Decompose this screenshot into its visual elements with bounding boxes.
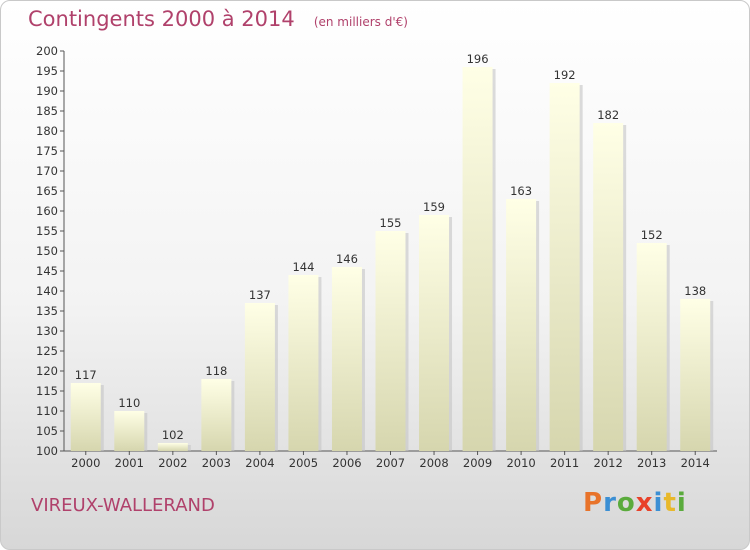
bar — [506, 199, 537, 451]
bar — [70, 383, 101, 451]
bar-value-label: 138 — [684, 284, 706, 298]
bar-value-label: 137 — [249, 288, 271, 302]
bar-value-label: 144 — [292, 260, 314, 274]
bar-value-label: 102 — [162, 428, 184, 442]
y-tick-label: 135 — [36, 304, 58, 318]
commune-name: VIREUX-WALLERAND — [31, 495, 215, 516]
chart-subtitle: (en milliers d'€) — [313, 15, 408, 29]
bar — [244, 303, 275, 451]
x-tick-label: 2009 — [463, 456, 492, 470]
y-tick-label: 100 — [36, 444, 58, 458]
y-tick-label: 180 — [36, 124, 58, 138]
x-tick-label: 2010 — [506, 456, 535, 470]
y-tick-label: 125 — [36, 344, 58, 358]
chart-labels: 117 2000 110 2001 102 2002 118 2003 137 2004 144 20… — [71, 52, 710, 470]
bar — [331, 267, 362, 451]
y-tick-label: 200 — [36, 44, 58, 58]
y-tick-label: 145 — [36, 264, 58, 278]
x-tick-label: 2008 — [419, 456, 448, 470]
chart-title: Contingents 2000 à 2014 — [28, 7, 295, 31]
bar — [680, 299, 711, 451]
x-tick-label: 2000 — [71, 456, 100, 470]
bar-value-label: 196 — [467, 52, 489, 66]
y-tick-label: 185 — [36, 104, 58, 118]
y-tick-label: 160 — [36, 204, 58, 218]
x-tick-label: 2005 — [289, 456, 318, 470]
bar-value-label: 110 — [118, 396, 140, 410]
y-tick-label: 115 — [36, 384, 58, 398]
bar — [462, 67, 493, 451]
logo-letter: P — [583, 488, 604, 518]
bar — [114, 411, 145, 451]
bar — [288, 275, 319, 451]
y-tick-label: 120 — [36, 364, 58, 378]
x-tick-label: 2014 — [681, 456, 710, 470]
y-tick-label: 110 — [36, 404, 58, 418]
y-tick-label: 195 — [36, 64, 58, 78]
x-tick-label: 2013 — [637, 456, 666, 470]
bar-value-label: 155 — [380, 216, 402, 230]
y-tick-label: 150 — [36, 244, 58, 258]
y-tick-label: 130 — [36, 324, 58, 338]
y-tick-label: 105 — [36, 424, 58, 438]
logo-letter: x — [635, 488, 654, 518]
x-tick-label: 2001 — [115, 456, 144, 470]
y-tick-label: 170 — [36, 164, 58, 178]
x-tick-label: 2004 — [245, 456, 274, 470]
x-tick-label: 2006 — [332, 456, 361, 470]
bar-value-label: 163 — [510, 184, 532, 198]
chart-bars — [70, 67, 714, 451]
x-tick-label: 2003 — [202, 456, 231, 470]
bar-value-label: 159 — [423, 200, 445, 214]
bar — [157, 443, 188, 451]
bar — [375, 231, 406, 451]
y-tick-label: 175 — [36, 144, 58, 158]
bar — [419, 215, 450, 451]
title-row: Contingents 2000 à 2014 (en milliers d'€… — [28, 7, 408, 31]
bar-value-label: 118 — [205, 364, 227, 378]
logo-letter: t — [663, 488, 677, 518]
y-tick-label: 190 — [36, 84, 58, 98]
y-tick-label: 165 — [36, 184, 58, 198]
bar-value-label: 117 — [75, 368, 97, 382]
x-tick-label: 2011 — [550, 456, 579, 470]
x-tick-label: 2007 — [376, 456, 405, 470]
bar — [593, 123, 624, 451]
bar — [636, 243, 667, 451]
logo-letter: i — [653, 488, 664, 518]
bar — [549, 83, 580, 451]
chart-axes: 100 105 110 115 120 125 130 135 140 145 150 155 160 1… — [36, 44, 717, 458]
y-tick-label: 140 — [36, 284, 58, 298]
bar-value-label: 182 — [597, 108, 619, 122]
logo-letter: i — [676, 488, 687, 518]
bar — [201, 379, 232, 451]
bar-value-label: 152 — [641, 228, 663, 242]
x-tick-label: 2012 — [594, 456, 623, 470]
proxiti-logo[interactable]: Proxiti — [583, 488, 687, 518]
y-tick-label: 155 — [36, 224, 58, 238]
bar-value-label: 192 — [554, 68, 576, 82]
x-tick-label: 2002 — [158, 456, 187, 470]
logo-letter: o — [616, 488, 636, 518]
logo-letter: r — [603, 488, 617, 518]
bar-value-label: 146 — [336, 252, 358, 266]
